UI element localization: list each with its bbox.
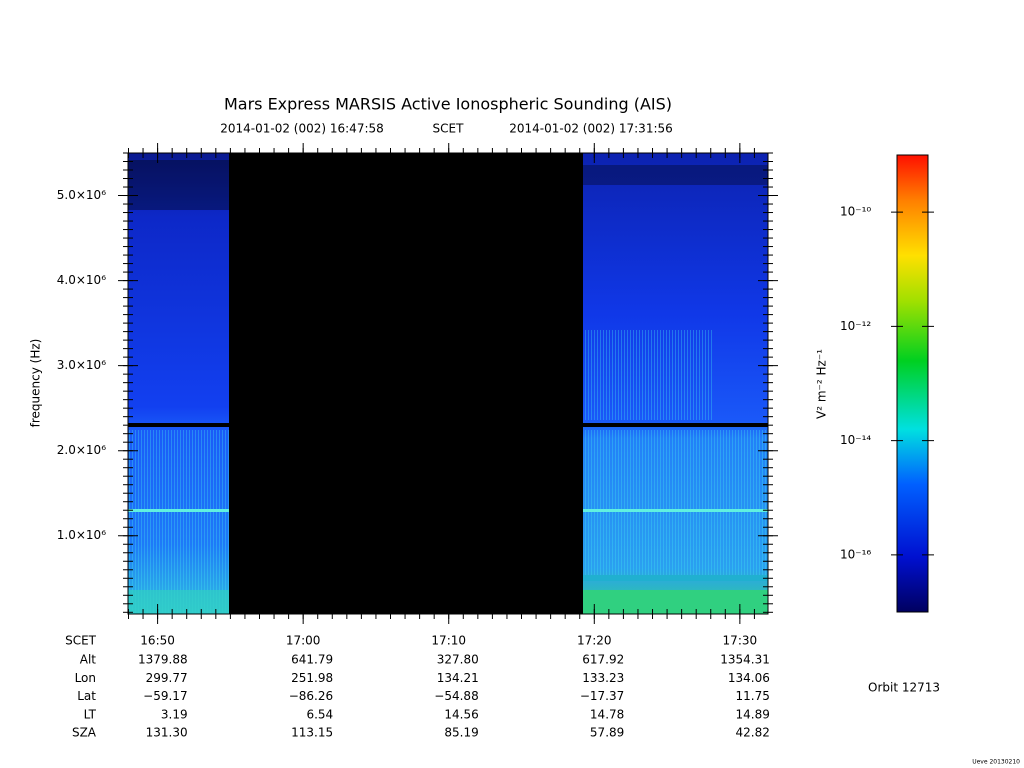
ephemeris-label: Alt — [80, 653, 97, 667]
ephemeris-value: 131.30 — [146, 726, 188, 740]
ephemeris-value: 1379.88 — [138, 653, 188, 667]
ephemeris-value: 3.19 — [161, 707, 188, 721]
ephemeris-value: 134.06 — [728, 671, 770, 685]
ephemeris-label: Lat — [77, 689, 96, 703]
y-tick-label: 2.0×10⁶ — [57, 443, 106, 457]
colorbar-label: V² m⁻² Hz⁻¹ — [815, 349, 829, 419]
ephemeris-value: 113.15 — [291, 726, 333, 740]
ephemeris-value: 133.23 — [582, 671, 624, 685]
y-tick-label: 4.0×10⁶ — [57, 273, 106, 287]
ephemeris-value: −86.26 — [289, 689, 333, 703]
ephemeris-value: 6.54 — [306, 707, 333, 721]
colorbar-tick-label: 10⁻¹⁶ — [840, 547, 871, 561]
start-time: 2014-01-02 (002) 16:47:58 — [220, 122, 384, 136]
x-tick-label: 17:00 — [286, 634, 321, 648]
ephemeris-value: 11.75 — [735, 689, 769, 703]
ephemeris-value: −54.88 — [434, 689, 478, 703]
ephemeris-value: 85.19 — [444, 726, 478, 740]
footer: Ueve 20130210 — [972, 759, 1020, 766]
y-axis-label: frequency (Hz) — [29, 339, 43, 428]
ephemeris-value: 617.92 — [582, 653, 624, 667]
ephemeris-value: −17.37 — [580, 689, 624, 703]
spectrogram-image — [128, 153, 768, 614]
ephemeris-value: 57.89 — [590, 726, 624, 740]
ephemeris-value: 299.77 — [146, 671, 188, 685]
ephemeris-label: LT — [84, 707, 97, 721]
x-tick-label: 17:30 — [723, 634, 758, 648]
y-tick-label: 3.0×10⁶ — [57, 358, 106, 372]
chart-title: Mars Express MARSIS Active Ionospheric S… — [224, 95, 672, 114]
end-time: 2014-01-02 (002) 17:31:56 — [509, 122, 673, 136]
ephemeris-value: 1354.31 — [720, 653, 770, 667]
colorbar-tick-label: 10⁻¹⁴ — [840, 433, 871, 447]
ephemeris-value: 14.89 — [735, 707, 769, 721]
ephemeris-value: 42.82 — [735, 726, 769, 740]
scet-label: SCET — [433, 122, 465, 136]
plot-frame — [127, 152, 769, 615]
colorbar — [896, 154, 929, 613]
colorbar-tick-label: 10⁻¹⁰ — [840, 205, 871, 219]
x-tick-label: 17:20 — [577, 634, 612, 648]
ephemeris-value: −59.17 — [143, 689, 187, 703]
ephemeris-value: 327.80 — [437, 653, 479, 667]
y-tick-label: 5.0×10⁶ — [57, 188, 106, 202]
y-tick-label: 1.0×10⁶ — [57, 528, 106, 542]
ephemeris-value: 14.78 — [590, 707, 624, 721]
ephemeris-value: 14.56 — [444, 707, 478, 721]
ephemeris-label: Lon — [75, 671, 96, 685]
scet-row-label: SCET — [65, 634, 97, 648]
ephemeris-value: 251.98 — [291, 671, 333, 685]
x-tick-label: 16:50 — [140, 634, 175, 648]
colorbar-tick-label: 10⁻¹² — [840, 319, 871, 333]
ephemeris-value: 641.79 — [291, 653, 333, 667]
ephemeris-value: 134.21 — [437, 671, 479, 685]
x-tick-label: 17:10 — [431, 634, 466, 648]
orbit-label: Orbit 12713 — [868, 681, 940, 695]
ephemeris-label: SZA — [72, 726, 97, 740]
